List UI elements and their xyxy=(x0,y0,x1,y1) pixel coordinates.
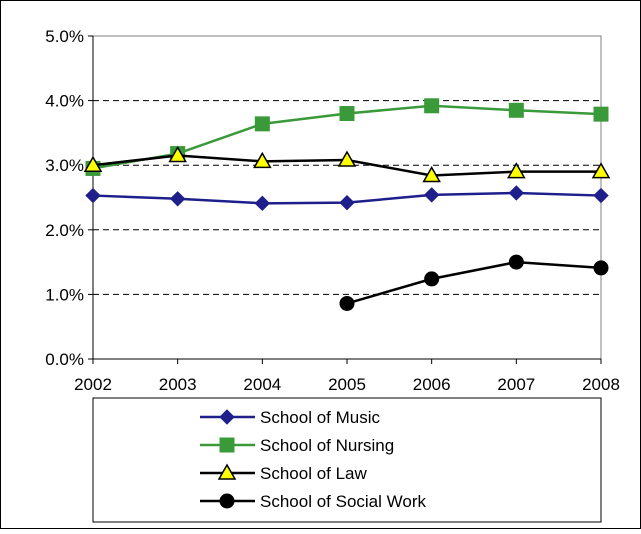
data-point xyxy=(339,295,355,311)
data-point xyxy=(422,166,441,183)
legend-marker xyxy=(217,463,237,480)
series-line xyxy=(346,260,602,305)
legend-label: School of Law xyxy=(260,464,368,483)
legend-marker xyxy=(219,409,235,425)
y-tick-label: 2.0% xyxy=(45,221,84,240)
legend-label: School of Nursing xyxy=(260,436,394,455)
data-point xyxy=(339,106,355,122)
legend-label: School of Music xyxy=(260,408,380,427)
y-tick-label: 0.0% xyxy=(45,350,84,369)
data-point xyxy=(339,194,355,211)
x-tick-label: 2005 xyxy=(328,375,366,394)
data-point xyxy=(254,195,271,212)
legend-marker xyxy=(219,437,235,453)
legend-item: School of Social Work xyxy=(200,492,426,511)
data-point xyxy=(254,116,270,132)
x-tick-label: 2004 xyxy=(243,375,281,394)
data-point xyxy=(253,151,272,169)
series-0 xyxy=(85,185,609,212)
data-point xyxy=(593,187,609,204)
data-point xyxy=(508,185,525,201)
x-tick-labels: 2002 2003 2004 2005 2006 2007 2008 xyxy=(74,375,620,394)
y-tick-labels: 0.0% 1.0% 2.0% 3.0% 4.0% 5.0% xyxy=(45,27,84,369)
data-point xyxy=(83,155,103,172)
data-point xyxy=(593,260,609,276)
data-point xyxy=(168,145,187,163)
y-tick-label: 5.0% xyxy=(45,27,84,46)
legend-item: School of Nursing xyxy=(200,436,394,455)
legend-label: School of Social Work xyxy=(260,492,426,511)
x-tick-label: 2007 xyxy=(497,375,535,394)
series-3 xyxy=(339,254,609,311)
series-2 xyxy=(83,145,611,183)
data-point xyxy=(169,191,186,207)
x-tick-label: 2008 xyxy=(582,375,620,394)
legend-item: School of Law xyxy=(200,463,368,483)
y-tick-label: 1.0% xyxy=(45,285,84,304)
data-point xyxy=(593,106,609,122)
data-point xyxy=(591,162,611,179)
series-lines xyxy=(83,98,611,311)
data-point xyxy=(507,162,526,179)
legend-item: School of Music xyxy=(200,408,380,427)
y-tick-label: 3.0% xyxy=(45,156,84,175)
y-tick-label: 4.0% xyxy=(45,92,84,111)
legend: School of Music School of Nursing School o… xyxy=(92,397,602,523)
x-tick-label: 2003 xyxy=(159,375,197,394)
x-tick-label: 2002 xyxy=(74,375,112,394)
legend-box xyxy=(92,397,602,523)
data-point xyxy=(508,254,524,270)
data-point xyxy=(508,102,524,118)
data-point xyxy=(337,150,357,167)
legend-marker xyxy=(219,493,235,509)
data-point xyxy=(423,187,440,203)
data-point xyxy=(424,98,440,114)
data-point xyxy=(85,187,101,204)
data-point xyxy=(424,271,440,287)
x-tick-label: 2006 xyxy=(413,375,451,394)
